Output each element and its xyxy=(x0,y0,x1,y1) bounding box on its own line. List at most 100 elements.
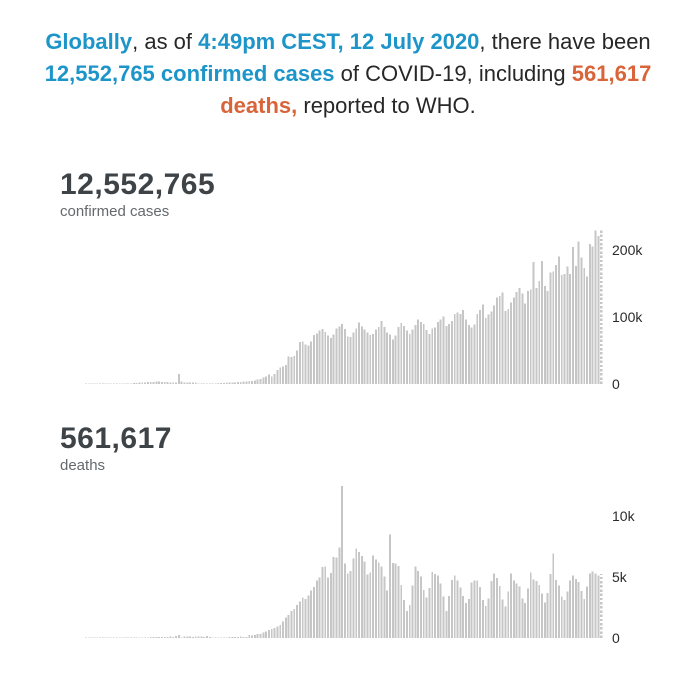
deaths-stat: 561,617 deaths xyxy=(60,422,696,476)
chart-bar xyxy=(524,303,527,384)
chart-bar xyxy=(121,383,124,384)
confirmed-cases-stat: 12,552,765 confirmed cases xyxy=(60,168,696,222)
chart-bar xyxy=(85,383,87,384)
chart-bar xyxy=(335,328,338,384)
chart-bar xyxy=(529,289,532,384)
chart-bar xyxy=(149,637,152,638)
chart-bar xyxy=(99,637,101,638)
chart-bar xyxy=(521,293,524,384)
chart-bar xyxy=(434,327,436,384)
chart-bar xyxy=(251,380,253,384)
chart-bar xyxy=(273,628,276,638)
chart-bar xyxy=(327,335,330,384)
chart-bar xyxy=(135,637,138,638)
chart-bar xyxy=(512,580,515,638)
chart-bar xyxy=(389,334,391,384)
chart-bar xyxy=(445,325,448,384)
chart-bar xyxy=(518,586,521,638)
chart-bar xyxy=(535,288,538,384)
chart-bar xyxy=(360,326,363,384)
chart-bar xyxy=(267,374,270,384)
summary-globally: Globally xyxy=(45,29,133,54)
chart-bar xyxy=(479,586,482,638)
chart-bar xyxy=(180,637,183,638)
chart-bar xyxy=(253,380,256,384)
summary-plain-1: , as of xyxy=(132,29,199,54)
chart-bar xyxy=(504,606,507,638)
chart-bar xyxy=(526,588,529,638)
chart-bar xyxy=(265,631,268,638)
chart-bar xyxy=(566,591,569,638)
chart-bar xyxy=(217,637,220,638)
chart-bar xyxy=(563,273,566,384)
chart-bar xyxy=(200,383,203,384)
chart-bar xyxy=(93,383,96,384)
chart-bar xyxy=(177,373,180,384)
summary-plain-2: , there have been xyxy=(479,29,651,54)
confirmed-cases-bar-chart[interactable] xyxy=(85,224,607,385)
chart-bar xyxy=(282,621,284,638)
chart-bar xyxy=(110,383,113,384)
chart-bar xyxy=(459,314,462,384)
chart-bar xyxy=(313,586,315,638)
chart-bar xyxy=(493,305,496,384)
chart-bar xyxy=(422,324,425,384)
chart-bar xyxy=(338,326,341,384)
chart-bar xyxy=(262,632,265,638)
chart-bar xyxy=(287,615,290,638)
chart-bar xyxy=(588,573,591,638)
chart-bar xyxy=(467,598,470,638)
chart-bar xyxy=(304,598,307,638)
chart-bar xyxy=(144,382,147,384)
chart-bar xyxy=(166,636,169,638)
chart-bar xyxy=(144,637,147,638)
chart-bar xyxy=(163,636,166,638)
chart-bar xyxy=(293,356,296,384)
chart-bar xyxy=(549,272,552,384)
chart-bar xyxy=(555,579,558,638)
chart-bar xyxy=(208,383,211,384)
chart-bar xyxy=(284,365,287,384)
chart-bar xyxy=(141,637,144,638)
chart-bar xyxy=(169,382,172,384)
chart-bar xyxy=(194,636,197,638)
chart-bar xyxy=(121,637,124,638)
chart-bar xyxy=(161,381,163,384)
chart-bar xyxy=(197,383,200,384)
chart-bar xyxy=(222,382,225,384)
chart-bar xyxy=(321,567,324,638)
chart-bar xyxy=(428,587,431,638)
chart-bar xyxy=(414,325,417,384)
chart-bar xyxy=(152,381,155,384)
chart-bar xyxy=(490,311,493,384)
deaths-section: 561,617 deaths 10k 5k 0 xyxy=(0,422,696,646)
chart-bar xyxy=(321,328,324,384)
chart-bar xyxy=(206,383,208,384)
chart-bar xyxy=(507,308,510,384)
chart-bar xyxy=(422,590,425,638)
chart-bar xyxy=(580,590,583,638)
chart-bar xyxy=(256,634,259,638)
chart-bar xyxy=(445,610,448,638)
chart-bar xyxy=(127,383,130,384)
chart-bar xyxy=(377,562,380,638)
deaths-chart: 10k 5k 0 xyxy=(85,478,685,646)
chart-bar xyxy=(363,561,366,638)
chart-bar xyxy=(355,548,358,638)
chart-bar xyxy=(186,636,189,638)
chart-bar xyxy=(366,332,369,384)
chart-bar xyxy=(583,598,586,638)
chart-bar xyxy=(177,634,180,638)
chart-bar xyxy=(490,581,493,638)
chart-bar xyxy=(152,637,155,638)
chart-bar xyxy=(169,636,172,638)
deaths-bar-chart[interactable] xyxy=(85,478,607,639)
chart-bar xyxy=(543,602,546,638)
chart-bar xyxy=(284,617,287,638)
chart-bar xyxy=(270,376,273,384)
chart-bar xyxy=(580,257,583,384)
chart-bar xyxy=(298,341,301,384)
y-axis-tick-label: 10k xyxy=(612,507,635,524)
chart-bar xyxy=(566,266,569,384)
chart-bar xyxy=(335,557,338,638)
